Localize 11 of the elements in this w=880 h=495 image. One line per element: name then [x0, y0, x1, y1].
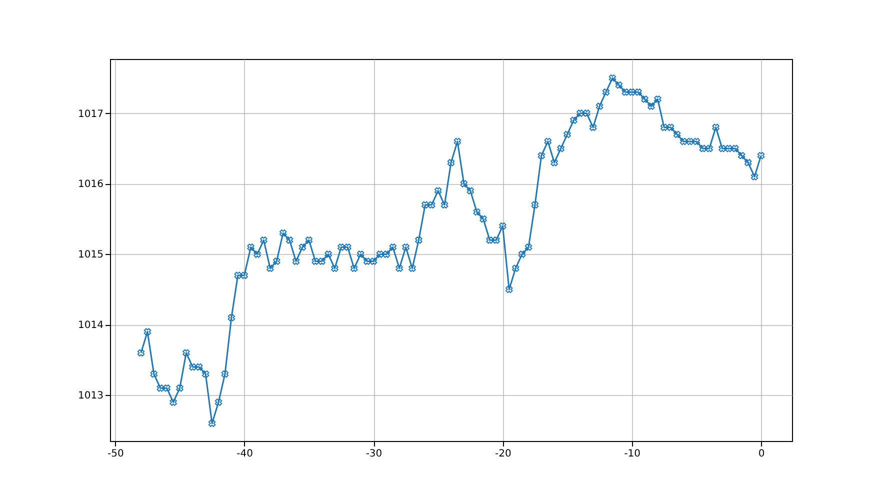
x-tick-label: -20 [494, 448, 512, 460]
x-tick-label: 0 [758, 448, 765, 460]
x-tick-label: -30 [366, 448, 382, 460]
y-tick-label: 1013 [78, 390, 104, 402]
x-tick-label: -10 [624, 448, 641, 460]
y-tick-label: 1016 [78, 179, 104, 190]
y-tick-label: 1017 [78, 108, 104, 120]
y-tick-label: 1015 [78, 250, 104, 261]
x-tick-label: -50 [107, 448, 124, 460]
x-tick-label: -40 [236, 448, 254, 460]
y-tick-label: 1014 [78, 320, 104, 332]
